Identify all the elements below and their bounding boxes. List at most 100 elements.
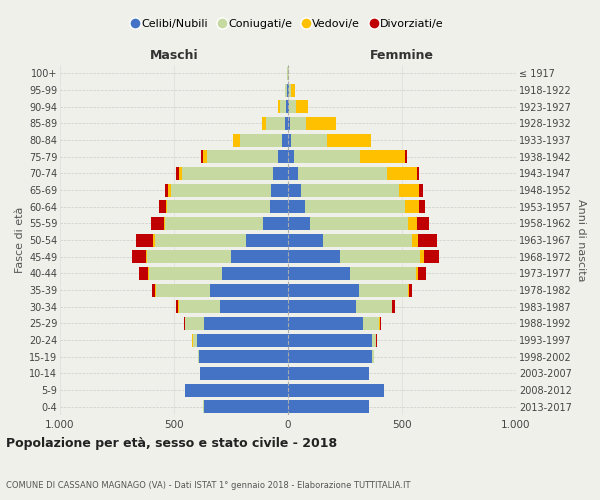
Bar <box>287 84 288 96</box>
Bar <box>273 167 288 180</box>
Bar <box>296 100 308 113</box>
Bar <box>136 234 153 246</box>
Bar <box>170 184 271 196</box>
Bar <box>286 100 288 113</box>
Bar <box>288 267 350 280</box>
Bar <box>203 317 288 330</box>
Bar <box>198 350 199 363</box>
Bar <box>323 234 412 246</box>
Bar <box>283 134 288 146</box>
Bar <box>159 200 166 213</box>
Bar <box>203 400 288 413</box>
Text: Maschi: Maschi <box>149 48 199 62</box>
Bar <box>179 167 182 180</box>
Bar <box>156 284 211 296</box>
Bar <box>192 334 193 346</box>
Bar <box>288 100 289 113</box>
Bar <box>294 150 360 163</box>
Bar <box>203 150 207 163</box>
Bar <box>288 167 298 180</box>
Bar <box>288 334 373 346</box>
Bar <box>153 234 155 246</box>
Bar <box>266 117 284 130</box>
Bar <box>288 134 292 146</box>
Bar <box>146 250 231 263</box>
Bar <box>278 100 280 113</box>
Bar <box>288 150 294 163</box>
Bar <box>166 200 167 213</box>
Bar <box>288 350 373 363</box>
Bar <box>310 217 408 230</box>
Bar <box>284 117 288 130</box>
Bar <box>220 300 288 313</box>
Bar <box>288 84 289 96</box>
Bar <box>222 267 288 280</box>
Bar <box>356 300 392 313</box>
Bar <box>289 100 296 113</box>
Bar <box>288 117 290 130</box>
Bar <box>270 200 288 213</box>
Bar <box>280 100 286 113</box>
Bar <box>406 150 407 163</box>
Bar <box>278 150 288 163</box>
Bar <box>289 84 290 96</box>
Bar <box>197 334 288 346</box>
Bar <box>148 267 149 280</box>
Bar <box>176 300 178 313</box>
Bar <box>359 284 408 296</box>
Bar <box>288 300 356 313</box>
Bar <box>373 334 376 346</box>
Bar <box>139 267 148 280</box>
Bar <box>288 317 363 330</box>
Bar <box>408 217 417 230</box>
Bar <box>152 284 155 296</box>
Bar <box>360 150 406 163</box>
Bar <box>417 217 430 230</box>
Bar <box>327 134 371 146</box>
Bar <box>424 250 439 263</box>
Bar <box>387 167 417 180</box>
Bar <box>416 267 418 280</box>
Bar <box>288 234 323 246</box>
Bar <box>288 184 301 196</box>
Bar <box>165 184 168 196</box>
Bar <box>301 184 398 196</box>
Bar <box>211 284 288 296</box>
Bar <box>288 217 310 230</box>
Bar <box>420 250 424 263</box>
Bar <box>406 200 419 213</box>
Bar <box>340 250 420 263</box>
Y-axis label: Anni di nascita: Anni di nascita <box>576 198 586 281</box>
Bar <box>271 184 288 196</box>
Legend: Celibi/Nubili, Coniugati/e, Vedovi/e, Divorziati/e: Celibi/Nubili, Coniugati/e, Vedovi/e, Di… <box>128 14 448 34</box>
Bar <box>288 250 340 263</box>
Bar <box>290 84 295 96</box>
Text: Femmine: Femmine <box>370 48 434 62</box>
Bar <box>417 167 419 180</box>
Bar <box>408 284 409 296</box>
Bar <box>165 217 263 230</box>
Bar <box>306 117 336 130</box>
Bar <box>288 400 369 413</box>
Bar <box>184 317 185 330</box>
Bar <box>288 284 359 296</box>
Bar <box>151 217 164 230</box>
Bar <box>200 367 288 380</box>
Bar <box>285 84 287 96</box>
Bar <box>392 300 395 313</box>
Bar <box>182 167 273 180</box>
Bar <box>298 167 387 180</box>
Bar <box>132 250 146 263</box>
Bar <box>262 117 266 130</box>
Bar <box>155 234 246 246</box>
Bar <box>179 300 220 313</box>
Bar <box>288 367 369 380</box>
Bar <box>363 317 379 330</box>
Bar <box>164 217 165 230</box>
Bar <box>167 200 270 213</box>
Bar <box>419 184 422 196</box>
Bar <box>412 234 418 246</box>
Bar <box>185 317 203 330</box>
Bar <box>200 150 203 163</box>
Bar <box>207 150 278 163</box>
